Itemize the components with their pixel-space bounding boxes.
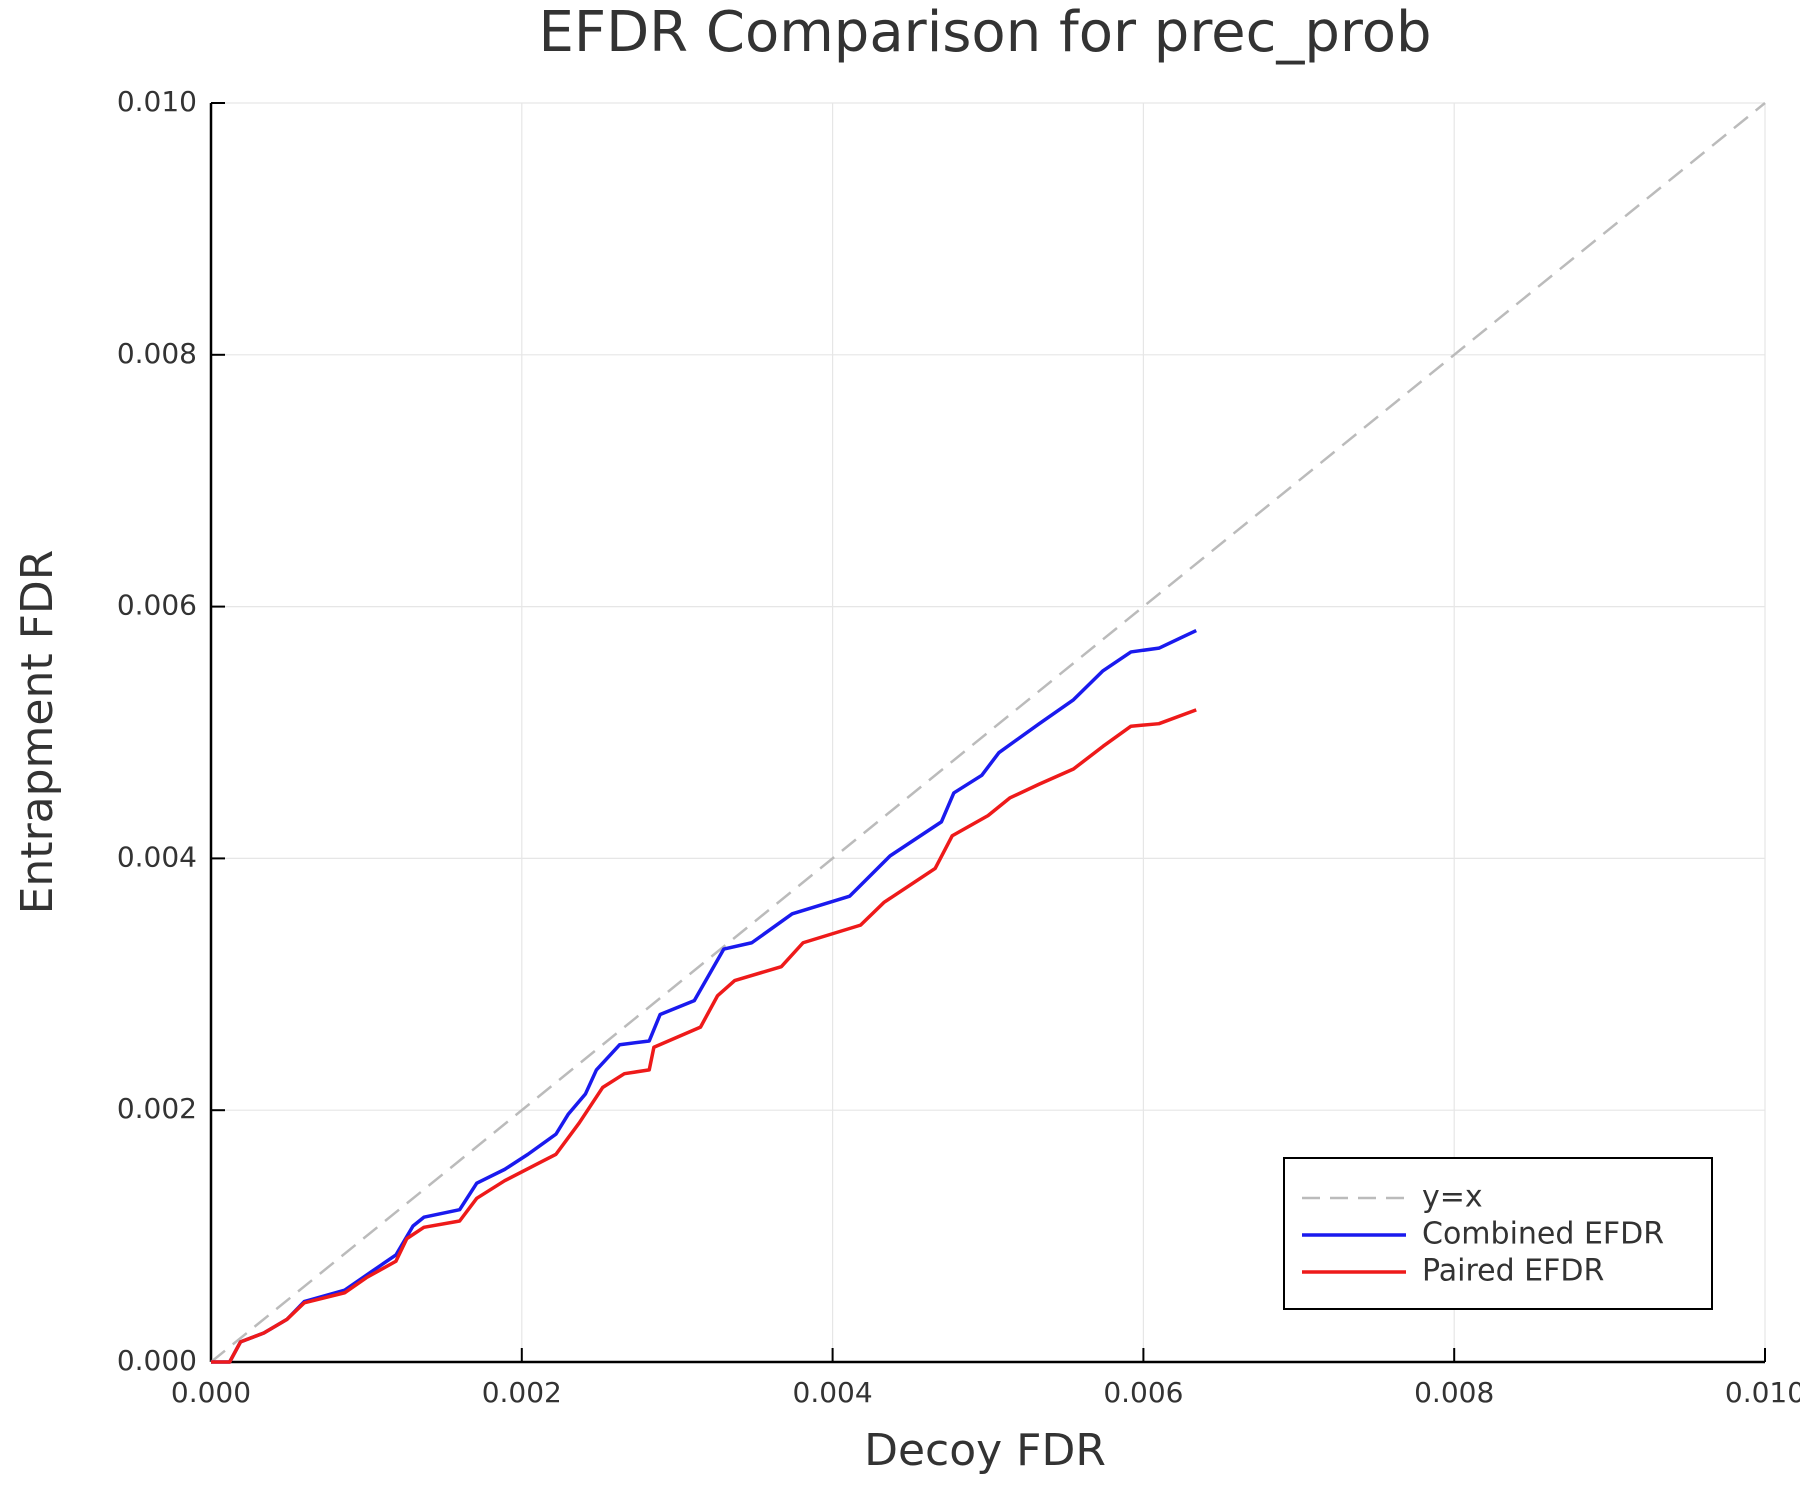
y-tick-label: 0.006 [117, 589, 197, 622]
series-line [210, 102, 1766, 1363]
legend-label: y=x [1422, 1180, 1483, 1215]
legend-label: Combined EFDR [1422, 1217, 1664, 1252]
y-tick-label: 0.002 [117, 1092, 197, 1125]
legend-label: Paired EFDR [1422, 1254, 1604, 1289]
x-tick-label: 0.002 [482, 1376, 562, 1409]
x-tick-label: 0.008 [1414, 1376, 1494, 1409]
y-tick-label: 0.004 [117, 840, 197, 873]
series-line [211, 708, 1197, 1364]
x-tick-label: 0.010 [1725, 1376, 1800, 1409]
x-tick-label: 0.006 [1103, 1376, 1183, 1409]
series-line [211, 628, 1197, 1364]
y-tick-label: 0.000 [117, 1344, 197, 1377]
x-tick-label: 0.000 [171, 1376, 251, 1409]
chart-title: EFDR Comparison for prec_prob [538, 0, 1431, 65]
y-tick-label: 0.010 [117, 85, 197, 118]
y-tick-label: 0.008 [117, 337, 197, 370]
x-tick-label: 0.004 [793, 1376, 873, 1409]
y-axis-label: Entrapment FDR [12, 550, 63, 915]
x-axis-label: Decoy FDR [864, 1425, 1106, 1476]
